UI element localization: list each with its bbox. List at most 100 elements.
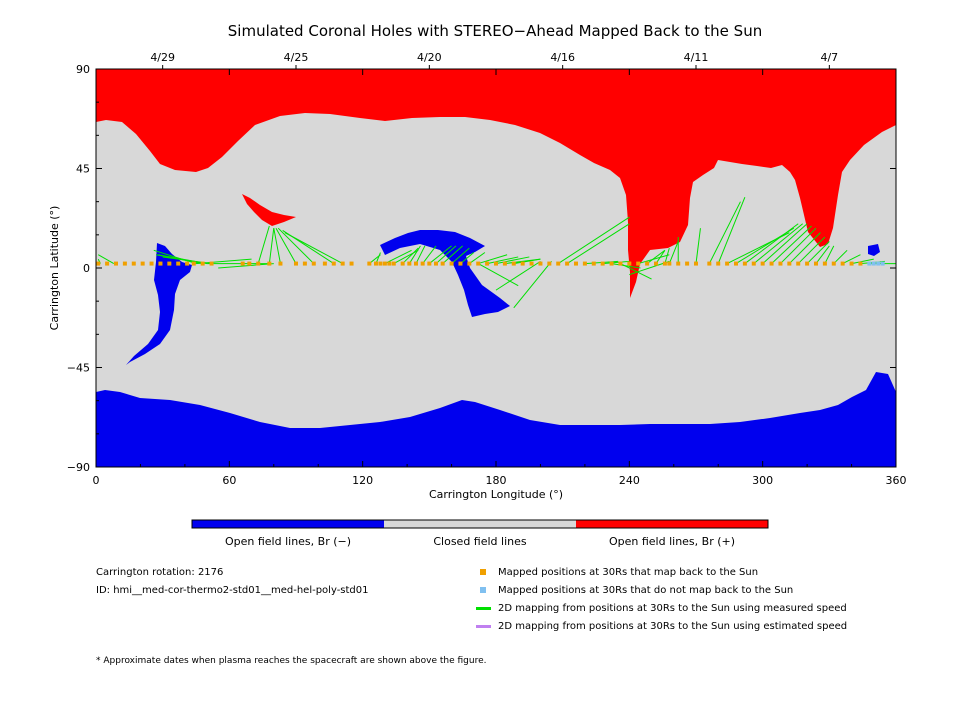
mapped-point — [378, 261, 383, 266]
mapped-point — [311, 261, 316, 266]
mapped-point — [858, 261, 863, 266]
mapping-line — [695, 228, 701, 264]
x-axis-ticks: 0 60 120 180 240 300 360 — [93, 69, 907, 487]
mapping-line — [284, 232, 343, 265]
model-id: ID: hmi__med-cor-thermo2-std01__med-hel-… — [96, 585, 369, 596]
mapped-point — [391, 261, 396, 266]
mapped-point — [627, 261, 632, 266]
colorbar-label-closed: Closed field lines — [433, 535, 527, 548]
unmapped-point — [867, 261, 872, 266]
mapping-line — [708, 201, 741, 264]
mapped-point — [787, 261, 792, 266]
mapped-point — [494, 261, 498, 266]
mapped-point — [458, 261, 463, 266]
mapped-point — [105, 261, 110, 266]
mapped-point — [814, 261, 818, 266]
mapped-point — [167, 261, 172, 266]
mapped-point — [582, 261, 587, 266]
mapping-line — [824, 245, 835, 264]
colorbar-label-negative: Open field lines, Br (−) — [225, 535, 351, 548]
mapping-line — [833, 249, 848, 264]
mapped-point — [302, 261, 307, 266]
y-tick-label: 45 — [76, 163, 90, 176]
mapped-point — [340, 261, 345, 266]
mapping-line — [442, 245, 463, 264]
mapped-point — [200, 261, 205, 266]
mapped-point — [267, 261, 272, 266]
mapped-point — [140, 261, 145, 266]
mapping-line — [487, 256, 519, 265]
mapped-point — [191, 261, 196, 266]
legend-item-no-map: Mapped positions at 30Rs that do not map… — [480, 585, 793, 596]
chart-title: Simulated Coronal Holes with STEREO−Ahea… — [228, 22, 762, 40]
mapping-line — [478, 254, 508, 265]
mapped-point — [240, 261, 245, 266]
mapped-point — [734, 261, 738, 266]
mapping-line — [655, 250, 666, 264]
colorbar: Open field lines, Br (−) Closed field li… — [191, 519, 769, 548]
mapping-line — [257, 225, 270, 264]
y-tick-label: 90 — [76, 63, 90, 76]
mapped-point — [176, 261, 181, 266]
mapping-line — [668, 241, 679, 264]
y-tick-label: −45 — [67, 362, 90, 375]
mapped-point — [538, 261, 543, 266]
mapped-point — [122, 261, 127, 266]
mapping-line — [469, 252, 486, 264]
unmapped-point — [876, 261, 881, 266]
mapping-line — [97, 254, 115, 265]
mapped-point — [849, 261, 854, 266]
mapping-line — [460, 252, 475, 264]
legend-label: 2D mapping from positions at 30Rs to the… — [498, 603, 847, 614]
mapping-line — [620, 263, 652, 280]
mapped-point — [609, 261, 614, 266]
mapping-line — [513, 261, 552, 309]
mapping-line — [851, 258, 874, 265]
mapped-point — [565, 261, 570, 266]
x-tick-label: 300 — [752, 474, 773, 487]
x-tick-label: 120 — [352, 474, 373, 487]
mapping-line — [646, 249, 666, 264]
mapping-line — [602, 260, 630, 265]
mapped-point — [769, 261, 774, 266]
y-axis-ticks: −90 −45 0 45 90 — [67, 63, 896, 474]
mapped-point — [278, 261, 283, 266]
mapping-line — [277, 227, 315, 264]
small-negative-spot — [868, 244, 880, 256]
mapping-line — [717, 197, 746, 264]
green-line-marker-icon — [476, 606, 491, 610]
mapped-point — [114, 261, 118, 266]
mid-latitude-positive-hole — [242, 194, 296, 226]
mapped-point — [322, 261, 327, 266]
mapped-point — [591, 261, 596, 266]
x-tick-label: 360 — [886, 474, 907, 487]
legend-label: Mapped positions at 30Rs that map back t… — [498, 567, 759, 578]
mapping-line — [384, 249, 412, 265]
mapping-line — [218, 263, 274, 269]
mapped-point — [467, 261, 472, 266]
mapped-point — [529, 261, 534, 266]
mapped-points — [96, 261, 885, 266]
mapping-line — [408, 245, 421, 264]
x-axis-label: Carrington Longitude (°) — [429, 488, 563, 501]
mapped-point — [440, 261, 445, 266]
mapped-point — [414, 261, 418, 266]
mapped-point — [427, 261, 432, 266]
mapping-line — [415, 245, 426, 264]
south-polar-negative-hole — [96, 372, 896, 467]
y-tick-label: −90 — [67, 461, 90, 474]
date-tick-label: 4/11 — [684, 51, 709, 64]
mapped-point — [805, 261, 810, 266]
mapping-line — [771, 225, 812, 264]
mapping-line — [422, 245, 437, 264]
mapped-point — [645, 261, 650, 266]
mapped-point — [96, 261, 101, 266]
mapped-point — [796, 261, 801, 266]
date-tick-label: 4/7 — [820, 51, 838, 64]
colorbar-negative — [192, 520, 384, 528]
mapping-line — [435, 245, 457, 264]
southward-negative-hole-left — [126, 243, 192, 365]
light-blue-square-marker-icon — [480, 587, 486, 593]
mapped-point — [694, 261, 698, 266]
